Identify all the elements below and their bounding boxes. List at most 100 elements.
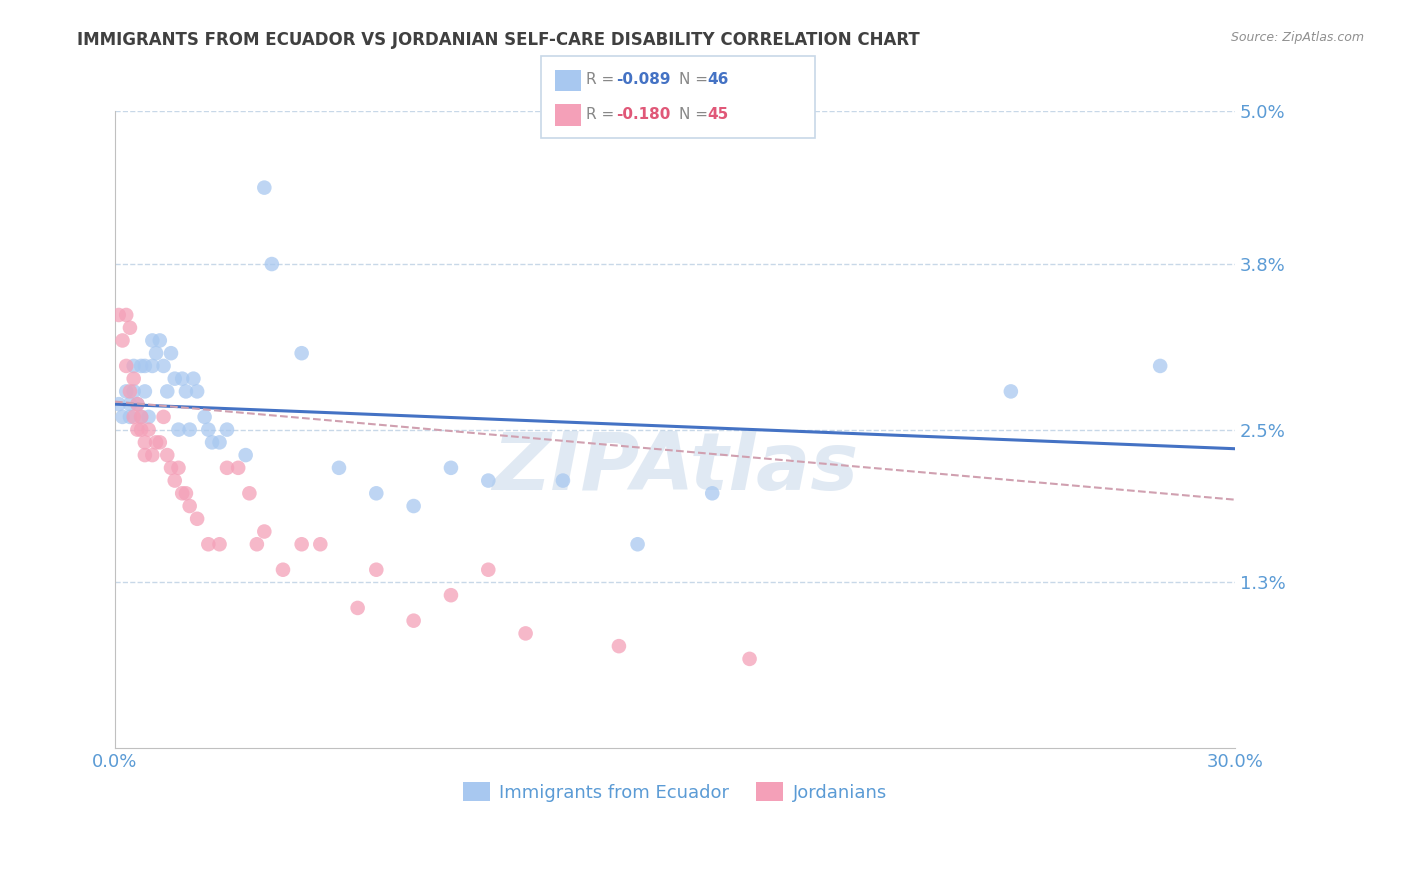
Text: N =: N = — [679, 107, 713, 122]
Point — [141, 448, 163, 462]
Point — [118, 397, 141, 411]
Point — [134, 435, 156, 450]
Point — [702, 486, 724, 500]
Point — [127, 397, 149, 411]
Text: IMMIGRANTS FROM ECUADOR VS JORDANIAN SELF-CARE DISABILITY CORRELATION CHART: IMMIGRANTS FROM ECUADOR VS JORDANIAN SEL… — [77, 31, 920, 49]
Point — [152, 359, 174, 373]
Point — [253, 524, 276, 539]
Point — [253, 180, 276, 194]
Point — [215, 423, 238, 437]
Text: N =: N = — [679, 72, 713, 87]
Point — [172, 372, 194, 386]
Point — [122, 372, 145, 386]
Point — [149, 334, 172, 348]
Point — [118, 409, 141, 424]
Point — [115, 384, 138, 399]
Point — [215, 460, 238, 475]
Point — [186, 512, 208, 526]
Point — [118, 320, 141, 334]
Point — [208, 537, 231, 551]
Point — [167, 423, 190, 437]
Point — [122, 359, 145, 373]
Point — [141, 359, 163, 373]
Point — [127, 397, 149, 411]
Point — [118, 384, 141, 399]
Point — [138, 409, 160, 424]
Point — [402, 499, 425, 513]
Point — [174, 384, 197, 399]
Point — [309, 537, 332, 551]
Point — [197, 423, 219, 437]
Point — [366, 486, 388, 500]
Text: 46: 46 — [707, 72, 728, 87]
Point — [208, 435, 231, 450]
Point — [271, 563, 294, 577]
Point — [122, 409, 145, 424]
Point — [107, 397, 129, 411]
Point — [172, 486, 194, 500]
Point — [291, 537, 314, 551]
Point — [738, 652, 761, 666]
Point — [163, 474, 186, 488]
Point — [145, 346, 167, 360]
Point — [607, 639, 630, 653]
Point — [235, 448, 257, 462]
Point — [183, 372, 205, 386]
Point — [111, 334, 134, 348]
Point — [366, 563, 388, 577]
Point — [1149, 359, 1171, 373]
Point — [129, 423, 152, 437]
Point — [174, 486, 197, 500]
Point — [328, 460, 350, 475]
Point — [160, 346, 183, 360]
Point — [141, 334, 163, 348]
Point — [129, 409, 152, 424]
Point — [440, 588, 463, 602]
Point — [515, 626, 537, 640]
Point — [167, 460, 190, 475]
Point — [238, 486, 260, 500]
Point — [111, 409, 134, 424]
Point — [163, 372, 186, 386]
Point — [291, 346, 314, 360]
Point — [197, 537, 219, 551]
Point — [107, 308, 129, 322]
Point — [477, 474, 499, 488]
Point — [156, 384, 179, 399]
Point — [402, 614, 425, 628]
Point — [122, 384, 145, 399]
Point — [186, 384, 208, 399]
Point — [115, 308, 138, 322]
Text: R =: R = — [586, 72, 620, 87]
Legend: Immigrants from Ecuador, Jordanians: Immigrants from Ecuador, Jordanians — [456, 775, 894, 809]
Point — [194, 409, 217, 424]
Point — [156, 448, 179, 462]
Text: Source: ZipAtlas.com: Source: ZipAtlas.com — [1230, 31, 1364, 45]
Point — [551, 474, 574, 488]
Text: -0.180: -0.180 — [616, 107, 671, 122]
Text: ZIPAtlas: ZIPAtlas — [492, 429, 858, 507]
Point — [626, 537, 648, 551]
Point — [201, 435, 224, 450]
Point — [138, 423, 160, 437]
Point — [477, 563, 499, 577]
Point — [179, 423, 201, 437]
Point — [346, 601, 368, 615]
Point — [1000, 384, 1022, 399]
Text: 45: 45 — [707, 107, 728, 122]
Point — [134, 384, 156, 399]
Text: R =: R = — [586, 107, 620, 122]
Point — [226, 460, 249, 475]
Point — [152, 409, 174, 424]
Point — [179, 499, 201, 513]
Text: -0.089: -0.089 — [616, 72, 671, 87]
Point — [160, 460, 183, 475]
Point — [246, 537, 269, 551]
Point — [115, 359, 138, 373]
Point — [260, 257, 283, 271]
Point — [127, 423, 149, 437]
Point — [134, 359, 156, 373]
Point — [149, 435, 172, 450]
Point — [440, 460, 463, 475]
Point — [145, 435, 167, 450]
